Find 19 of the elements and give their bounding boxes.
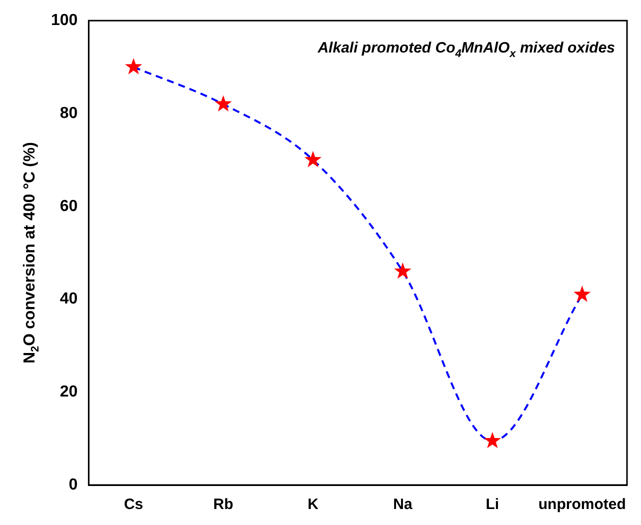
x-tick-label: K xyxy=(308,496,319,514)
point xyxy=(214,95,232,112)
y-axis-title: N2O conversion at 400 °C (%) xyxy=(21,142,42,364)
point xyxy=(574,286,591,302)
point xyxy=(394,262,412,279)
y-tick-label: 40 xyxy=(60,290,78,308)
x-tick-label: Rb xyxy=(213,496,234,514)
y-tick-label: 0 xyxy=(68,476,78,494)
y-tick-label: 100 xyxy=(50,12,78,30)
x-tick-label: unpromoted xyxy=(538,496,626,514)
x-tick-label: Na xyxy=(393,496,413,514)
point xyxy=(304,150,322,168)
x-tick-label: Li xyxy=(486,496,500,514)
point xyxy=(124,58,142,74)
y-tick-label: 20 xyxy=(60,384,78,401)
y-tick-label: 60 xyxy=(60,198,78,215)
y-tick-label: 80 xyxy=(60,104,78,122)
x-tick-label: Cs xyxy=(124,496,144,514)
point xyxy=(484,432,501,448)
